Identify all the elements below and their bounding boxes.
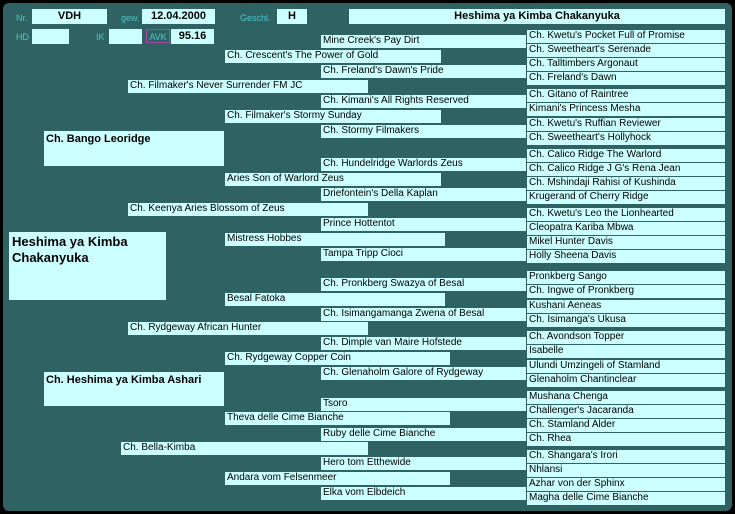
ancestor-gen3[interactable]: Ch. Keenya Aries Blossom of Zeus xyxy=(128,203,368,216)
ancestor-gen6[interactable]: Nhlansi xyxy=(527,464,725,477)
ancestor-gen5[interactable]: Hero tom Etthewide xyxy=(321,457,526,470)
ancestor-gen4[interactable]: Ch. Filmaker's Stormy Sunday xyxy=(225,110,441,123)
ancestor-gen6[interactable]: Ch. Stamland Alder xyxy=(527,419,725,432)
avk-field[interactable]: 95.16 xyxy=(171,29,214,44)
ancestor-gen6[interactable]: Krugerand of Cherry Ridge xyxy=(527,191,725,204)
ancestor-gen6[interactable]: Kimani's Princess Mesha xyxy=(527,103,725,116)
ancestor-gen5[interactable]: Driefontein's Della Kaplan xyxy=(321,188,526,201)
ancestor-gen6[interactable]: Ch. Shangara's Irori xyxy=(527,450,725,463)
ancestor-gen6[interactable]: Ch. Freland's Dawn xyxy=(527,72,725,85)
ancestor-gen4[interactable]: Andara vom Felsenmeer xyxy=(225,472,450,485)
ancestor-gen6[interactable]: Ch. Ingwe of Pronkberg xyxy=(527,285,725,298)
dam-box[interactable]: Ch. Heshima ya Kimba Ashari xyxy=(44,372,224,406)
ancestor-gen5[interactable]: Ch. Dimple van Maire Hofstede xyxy=(321,337,526,350)
ancestor-gen5[interactable]: Ch. Freland's Dawn's Pride xyxy=(321,65,526,78)
hd-label: HD xyxy=(16,32,29,42)
ancestor-gen6[interactable]: Ch. Sweetheart's Hollyhock xyxy=(527,132,725,145)
gew-field[interactable]: 12.04.2000 xyxy=(142,9,215,24)
ancestor-gen4[interactable]: Mistress Hobbes xyxy=(225,233,445,246)
ancestor-gen6[interactable]: Ch. Kwetu's Leo the Lionhearted xyxy=(527,208,725,221)
ancestor-gen6[interactable]: Ch. Sweetheart's Serenade xyxy=(527,44,725,57)
ancestor-gen6[interactable]: Azhar von der Sphinx xyxy=(527,478,725,491)
ancestor-gen6[interactable]: Ch. Kwetu's Pocket Full of Promise xyxy=(527,30,725,43)
ancestor-gen6[interactable]: Ch. Gitano of Raintree xyxy=(527,89,725,102)
ancestor-gen5[interactable]: Ruby delle Cime Bianche xyxy=(321,428,526,441)
sire-box[interactable]: Ch. Bango Leoridge xyxy=(44,131,224,166)
ancestor-gen6[interactable]: Ch. Avondson Topper xyxy=(527,331,725,344)
ancestor-gen5[interactable]: Ch. Isimangamanga Zwena of Besal xyxy=(321,308,526,321)
nr-label: Nr. xyxy=(16,13,28,23)
ancestor-gen5[interactable]: Mine Creek's Pay Dirt xyxy=(321,35,526,48)
ancestor-gen6[interactable]: Ch. Mshindaji Rahisi of Kushinda xyxy=(527,177,725,190)
ancestor-gen6[interactable]: Ch. Isimanga's Ukusa xyxy=(527,314,725,327)
ancestor-gen3[interactable]: Ch. Filmaker's Never Surrender FM JC xyxy=(128,80,368,93)
ancestor-gen6[interactable]: Isabelle xyxy=(527,345,725,358)
ancestor-gen6[interactable]: Glenaholm Chantinclear xyxy=(527,374,725,387)
ancestor-gen6[interactable]: Ch. Calico Ridge The Warlord xyxy=(527,149,725,162)
ancestor-gen5[interactable]: Ch. Pronkberg Swazya of Besal xyxy=(321,278,526,291)
ancestor-gen6[interactable]: Cleopatra Kariba Mbwa xyxy=(527,222,725,235)
subject-box[interactable]: Heshima ya Kimba Chakanyuka xyxy=(9,232,166,300)
ancestor-gen6[interactable]: Challenger's Jacaranda xyxy=(527,405,725,418)
ancestor-gen6[interactable]: Mikel Hunter Davis xyxy=(527,236,725,249)
nr-field[interactable]: VDH xyxy=(32,9,107,24)
ancestor-gen6[interactable]: Ch. Kwetu's Ruffian Reviewer xyxy=(527,118,725,131)
ancestor-gen6[interactable]: Kushani Aeneas xyxy=(527,300,725,313)
ancestor-gen6[interactable]: Ulundi Umzingeli of Stamland xyxy=(527,360,725,373)
avk-label: AVK xyxy=(146,29,170,43)
title-field: Heshima ya Kimba Chakanyuka xyxy=(349,9,725,24)
ancestor-gen6[interactable]: Mushana Chenga xyxy=(527,391,725,404)
ancestor-gen6[interactable]: Ch. Talltimbers Argonaut xyxy=(527,58,725,71)
ancestor-gen6[interactable]: Ch. Calico Ridge J G's Rena Jean xyxy=(527,163,725,176)
ancestor-gen5[interactable]: Ch. Kimani's All Rights Reserved xyxy=(321,95,526,108)
geschl-field[interactable]: H xyxy=(277,9,307,24)
ancestor-gen3[interactable]: Ch. Rydgeway African Hunter xyxy=(128,322,368,335)
ancestor-gen5[interactable]: Prince Hottentot xyxy=(321,218,526,231)
ancestor-gen5[interactable]: Tampa Tripp Cioci xyxy=(321,248,526,261)
geschl-label: Geschl. xyxy=(240,13,271,23)
ancestor-gen5[interactable]: Ch. Hundelridge Warlords Zeus xyxy=(321,158,526,171)
ancestor-gen6[interactable]: Ch. Rhea xyxy=(527,433,725,446)
ancestor-gen6[interactable]: Holly Sheena Davis xyxy=(527,250,725,263)
ik-field[interactable] xyxy=(109,29,142,44)
ancestor-gen3[interactable]: Ch. Bella-Kimba xyxy=(121,442,368,455)
ancestor-gen6[interactable]: Magha delle Cime Bianche xyxy=(527,492,725,505)
ancestor-gen4[interactable]: Besal Fatoka xyxy=(225,293,445,306)
ancestor-gen4[interactable]: Theva delle Cime Bianche xyxy=(225,412,450,425)
ancestor-gen5[interactable]: Tsoro xyxy=(321,398,526,411)
gew-label: gew. xyxy=(121,13,140,23)
ancestor-gen5[interactable]: Elka vom Elbdeich xyxy=(321,487,526,500)
ancestor-gen5[interactable]: Ch. Glenaholm Galore of Rydgeway xyxy=(321,367,526,380)
hd-field[interactable] xyxy=(32,29,69,44)
ancestor-gen5[interactable]: Ch. Stormy Filmakers xyxy=(321,125,526,138)
ancestor-gen4[interactable]: Ch. Rydgeway Copper Coin xyxy=(225,352,450,365)
ancestor-gen4[interactable]: Aries Son of Warlord Zeus xyxy=(225,173,441,186)
ik-label: IK xyxy=(96,32,105,42)
ancestor-gen4[interactable]: Ch. Crescent's The Power of Gold xyxy=(225,50,441,63)
ancestor-gen6[interactable]: Pronkberg Sango xyxy=(527,271,725,284)
